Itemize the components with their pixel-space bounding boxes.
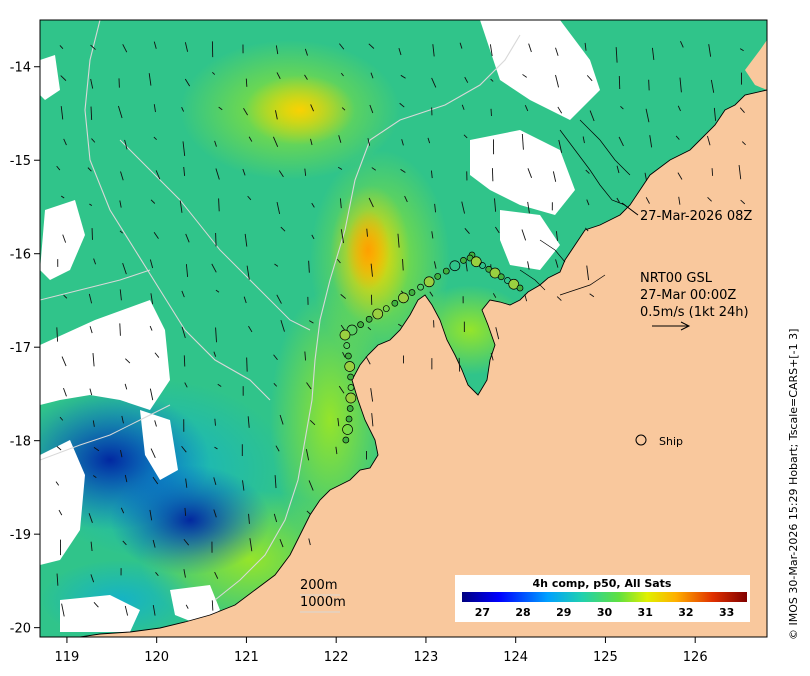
colorbar-gradient xyxy=(462,592,747,602)
station-marker xyxy=(409,290,415,296)
station-marker xyxy=(345,353,351,359)
lon-tick-label: 122 xyxy=(324,650,349,665)
station-marker xyxy=(517,285,523,291)
map-plot-area xyxy=(10,20,767,640)
lon-tick-label: 120 xyxy=(144,650,169,665)
lat-tick-label: -17 xyxy=(10,341,31,356)
lat-tick-label: -18 xyxy=(10,435,31,450)
ship-legend-label: Ship xyxy=(659,435,683,448)
current-vector xyxy=(246,79,247,87)
station-marker xyxy=(392,300,398,306)
lon-tick-label: 125 xyxy=(593,650,618,665)
longitude-axis: 119 120 121 122 123 124 125 126 xyxy=(55,637,708,665)
current-vector xyxy=(212,600,213,610)
lat-tick-label: -20 xyxy=(10,622,31,637)
station-marker xyxy=(460,257,466,263)
colorbar-tick-label: 29 xyxy=(556,606,571,619)
timestamp-label: 27-Mar-2026 08Z xyxy=(640,209,752,224)
lon-tick-label: 126 xyxy=(683,650,708,665)
lat-tick-label: -19 xyxy=(10,528,31,543)
lat-tick-label: -15 xyxy=(10,154,31,169)
lon-tick-label: 123 xyxy=(414,650,439,665)
cold-patch xyxy=(110,465,270,575)
station-marker xyxy=(343,437,349,443)
latitude-axis: -14 -15 -16 -17 -18 -19 -20 xyxy=(10,61,40,637)
station-marker xyxy=(398,293,408,303)
current-time-label: 27-Mar 00:00Z xyxy=(640,288,736,303)
current-vector xyxy=(712,168,713,176)
station-marker xyxy=(340,330,350,340)
lon-tick-label: 121 xyxy=(234,650,259,665)
station-marker xyxy=(435,273,441,279)
contour-200m-label: 200m xyxy=(300,578,337,593)
lat-tick-label: -16 xyxy=(10,248,31,263)
warm-patch xyxy=(245,75,355,145)
station-marker xyxy=(373,309,383,319)
current-vector xyxy=(247,358,248,372)
station-marker xyxy=(346,416,352,422)
current-vector xyxy=(215,419,216,426)
colorbar-tick-label: 30 xyxy=(597,606,613,619)
colorbar-title: 4h comp, p50, All Sats xyxy=(533,577,672,590)
station-marker xyxy=(443,268,449,274)
lon-tick-label: 119 xyxy=(55,650,80,665)
station-marker xyxy=(345,362,355,372)
current-vector xyxy=(219,198,220,211)
hot-patch xyxy=(346,210,390,290)
colorbar-tick-label: 33 xyxy=(719,606,734,619)
contour-1000m-label: 1000m xyxy=(300,595,346,610)
station-marker xyxy=(366,316,372,322)
station-marker xyxy=(358,322,364,328)
colorbar-tick-label: 32 xyxy=(678,606,693,619)
current-scale-label: 0.5m/s (1kt 24h) xyxy=(640,305,749,320)
current-vector xyxy=(120,323,121,335)
colorbar-tick-label: 27 xyxy=(475,606,490,619)
station-marker xyxy=(348,374,354,380)
colorbar-tick-label: 28 xyxy=(515,606,530,619)
lat-tick-label: -14 xyxy=(10,61,31,76)
station-marker xyxy=(498,274,504,280)
colorbar-tick-label: 31 xyxy=(638,606,653,619)
station-marker xyxy=(347,406,353,412)
lon-tick-label: 124 xyxy=(503,650,528,665)
station-marker xyxy=(424,277,434,287)
current-vector xyxy=(91,107,92,120)
current-source-label: NRT00 GSL xyxy=(640,271,713,286)
colorbar: 4h comp, p50, All Sats 27 28 29 30 31 32 33 xyxy=(455,575,750,622)
credit-text: © IMOS 30-Mar-2026 15:29 Hobart; Tscale=… xyxy=(787,329,800,640)
station-marker xyxy=(346,393,356,403)
